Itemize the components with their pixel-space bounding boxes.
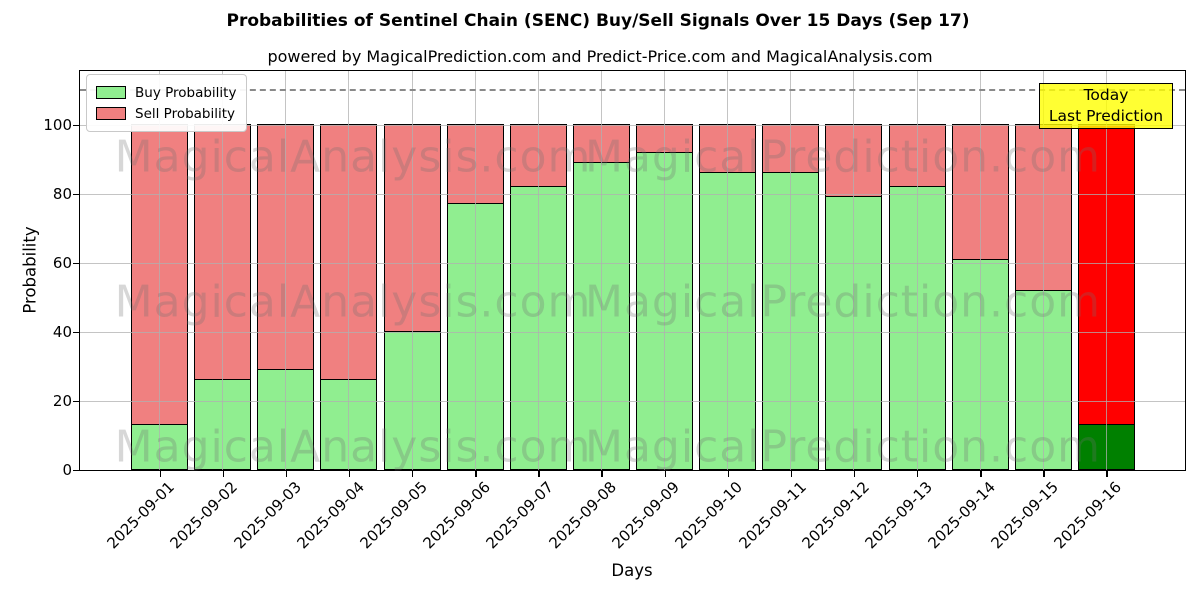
x-tick-mark [285,471,288,477]
x-tick-mark [601,471,603,477]
x-tick-mark [159,471,161,477]
y-tick-mark [73,125,79,127]
x-tick-mark [222,471,225,477]
x-tick-label: 2025-09-04 [293,478,368,553]
y-tick-mark [73,332,79,334]
y-tick-mark [73,194,79,196]
x-tick-mark [475,471,477,477]
x-tick-label: 2025-09-14 [924,478,999,553]
x-tick-label: 2025-09-15 [987,478,1063,553]
x-tick-mark [853,471,856,477]
x-tick-mark [790,471,793,477]
gridline-v [411,71,413,470]
dashed-guide-line [80,89,1185,91]
gridline-h [80,193,1185,195]
x-tick-label: 2025-09-16 [1050,478,1126,553]
x-tick-mark [538,471,540,477]
y-tick-label: 0 [62,461,72,479]
x-tick-mark [917,471,919,477]
legend-label-buy: Buy Probability [135,84,237,101]
watermark-text: MagicalPrediction.com [585,421,1101,473]
gridline-h [80,400,1185,402]
x-tick-label: 2025-09-07 [482,478,558,553]
gridline-v [348,71,350,470]
x-tick-mark [980,471,982,477]
y-tick-label: 80 [52,185,72,203]
gridline-v [727,71,729,470]
x-tick-label: 2025-09-03 [230,478,305,553]
chart-title: Probabilities of Sentinel Chain (SENC) B… [226,11,970,31]
y-axis-label: Probability [20,226,40,314]
gridline-v [979,71,981,470]
y-tick-label: 20 [52,392,72,410]
y-tick-label: 60 [52,254,72,272]
x-tick-label: 2025-09-10 [672,478,747,553]
x-tick-label: 2025-09-12 [798,478,873,553]
legend-row-sell: Sell Probability [96,103,236,124]
watermark-text: MagicalAnalysis.com [114,421,592,473]
y-tick-mark [73,470,79,472]
gridline-v [1042,71,1044,470]
sell-swatch-icon [96,107,126,120]
x-tick-mark [348,471,351,477]
x-axis-label: Days [611,561,653,580]
y-tick-mark [73,263,79,265]
gridline-v [916,71,918,470]
gridline-v [159,71,160,470]
x-tick-mark [664,471,666,477]
x-tick-mark [412,471,414,477]
x-tick-label: 2025-09-08 [545,478,621,553]
watermark-text: MagicalPrediction.com [585,276,1101,328]
y-tick-label: 40 [52,323,72,341]
gridline-v [853,71,855,470]
gridline-v [664,71,666,470]
gridline-v [222,71,224,470]
today-annotation: Today Last Prediction [1039,83,1173,129]
x-tick-mark [1043,471,1045,477]
gridline-h [80,262,1185,264]
legend: Buy Probability Sell Probability [86,74,248,132]
watermark-text: MagicalAnalysis.com [114,276,592,328]
y-tick-label: 100 [43,116,72,134]
x-tick-label: 2025-09-11 [735,478,810,553]
x-tick-label: 2025-09-01 [103,478,179,553]
today-annotation-line1: Today [1083,86,1129,104]
gridline-h [80,124,1185,126]
x-tick-label: 2025-09-05 [356,478,431,553]
x-tick-mark [727,471,730,477]
legend-row-buy: Buy Probability [96,82,236,103]
gridline-v [790,71,792,470]
legend-label-sell: Sell Probability [135,105,236,122]
watermark-text: MagicalAnalysis.com [114,131,592,183]
watermark-text: MagicalPrediction.com [585,131,1101,183]
gridline-v [600,71,602,470]
y-tick-mark [73,401,79,403]
x-tick-label: 2025-09-02 [166,478,242,553]
today-annotation-line2: Last Prediction [1048,107,1164,125]
gridline-v [285,71,287,470]
gridline-v [474,71,476,470]
x-tick-label: 2025-09-13 [861,478,936,553]
buy-swatch-icon [96,86,126,99]
plot-area: Buy Probability Sell Probability Today L… [79,70,1186,473]
chart-subtitle: powered by MagicalPrediction.com and Pre… [267,47,933,66]
x-tick-label: 2025-09-06 [419,478,494,553]
gridline-v [537,71,539,470]
gridline-v [1105,71,1107,470]
gridline-h [80,331,1185,333]
x-tick-mark [1106,471,1108,477]
